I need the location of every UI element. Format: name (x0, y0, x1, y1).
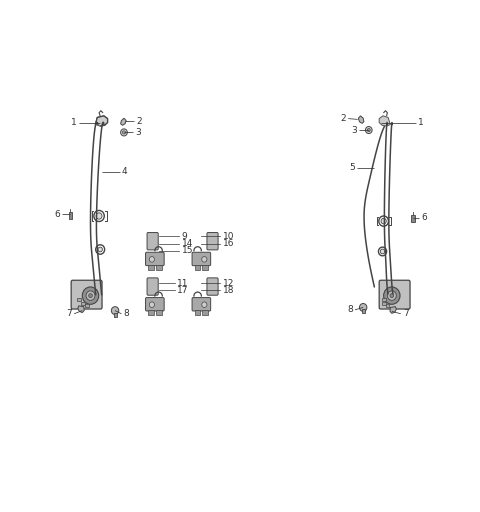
Text: 9: 9 (181, 232, 187, 241)
Bar (81, 302, 85, 305)
Bar (382, 302, 385, 305)
Bar (203, 310, 208, 315)
FancyBboxPatch shape (379, 280, 410, 309)
Text: 2: 2 (340, 114, 346, 123)
Text: 4: 4 (122, 167, 127, 176)
FancyBboxPatch shape (207, 278, 218, 295)
Bar (156, 310, 162, 315)
Circle shape (384, 287, 400, 304)
Bar (382, 297, 385, 301)
Text: 2: 2 (137, 117, 142, 126)
Bar (85, 304, 89, 307)
Bar (195, 310, 200, 315)
Bar (411, 215, 415, 222)
Text: 3: 3 (135, 128, 141, 137)
Text: 6: 6 (421, 213, 427, 222)
Circle shape (380, 249, 385, 254)
FancyBboxPatch shape (207, 232, 218, 250)
Circle shape (202, 257, 207, 262)
Text: 18: 18 (223, 286, 234, 295)
Bar (203, 265, 208, 270)
Circle shape (111, 307, 119, 314)
Polygon shape (390, 307, 396, 313)
FancyBboxPatch shape (192, 297, 211, 311)
Bar (148, 310, 154, 315)
Text: 1: 1 (72, 118, 77, 127)
Circle shape (367, 129, 370, 132)
Circle shape (149, 302, 155, 307)
Text: 3: 3 (351, 125, 357, 135)
Circle shape (89, 294, 92, 297)
Polygon shape (379, 116, 390, 126)
Bar (195, 265, 200, 270)
Circle shape (86, 291, 95, 301)
Text: 7: 7 (403, 309, 409, 318)
FancyBboxPatch shape (147, 232, 158, 250)
Text: 8: 8 (347, 305, 353, 314)
Bar (77, 297, 81, 301)
Circle shape (122, 131, 125, 134)
Text: 10: 10 (223, 232, 234, 241)
Bar (362, 309, 365, 313)
Bar (385, 304, 389, 307)
Polygon shape (78, 306, 84, 312)
FancyBboxPatch shape (145, 297, 164, 311)
Circle shape (360, 304, 367, 311)
Circle shape (365, 126, 372, 134)
Text: 16: 16 (223, 239, 234, 248)
FancyBboxPatch shape (147, 278, 158, 295)
Text: 12: 12 (223, 279, 234, 288)
Circle shape (381, 218, 386, 224)
Circle shape (120, 129, 127, 136)
Circle shape (98, 247, 102, 252)
Circle shape (390, 294, 394, 297)
Bar (156, 265, 162, 270)
FancyBboxPatch shape (192, 252, 211, 266)
FancyBboxPatch shape (71, 280, 102, 309)
Bar (114, 312, 117, 316)
Text: 8: 8 (124, 309, 130, 318)
Polygon shape (96, 116, 108, 126)
Text: 11: 11 (177, 279, 189, 288)
Circle shape (83, 287, 99, 304)
Circle shape (387, 291, 396, 301)
Text: 17: 17 (177, 286, 189, 295)
Polygon shape (120, 118, 126, 125)
Polygon shape (359, 116, 364, 123)
Text: 14: 14 (181, 239, 193, 248)
Text: 5: 5 (349, 163, 355, 173)
Text: 6: 6 (54, 210, 60, 219)
Circle shape (96, 213, 102, 219)
Text: 15: 15 (181, 246, 193, 255)
Circle shape (149, 257, 155, 262)
Bar (69, 212, 72, 219)
FancyBboxPatch shape (145, 252, 164, 266)
Text: 7: 7 (66, 309, 72, 318)
Text: 1: 1 (418, 118, 424, 127)
Circle shape (202, 302, 207, 307)
Bar (148, 265, 154, 270)
